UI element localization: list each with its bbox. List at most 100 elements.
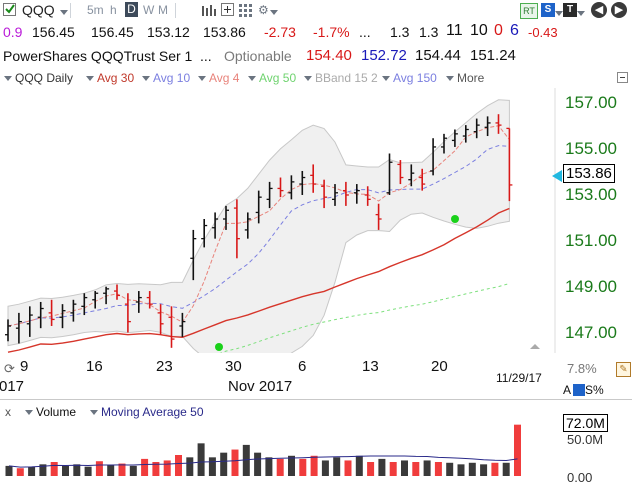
price-chart[interactable]: [0, 88, 632, 353]
volume-axis-label: 50.0M: [567, 432, 604, 447]
date-tick: 16: [86, 358, 103, 375]
price-bar: [353, 184, 360, 204]
checkbox-icon[interactable]: [3, 3, 17, 20]
indicator-label: Avg 10: [153, 71, 191, 85]
volume-chart[interactable]: [0, 420, 555, 491]
indicator-avg-4[interactable]: Avg 4: [198, 71, 239, 85]
interval-5m[interactable]: 5m: [87, 3, 104, 17]
price-bar: [386, 153, 393, 195]
indicator-avg-30[interactable]: Avg 30: [86, 71, 134, 85]
interval-m[interactable]: M: [158, 3, 168, 17]
s-dropdown-icon[interactable]: [555, 5, 566, 20]
price-bar: [321, 179, 328, 209]
t-icon[interactable]: T: [563, 3, 577, 17]
price-bar: [92, 291, 99, 309]
interval-h[interactable]: h: [110, 3, 117, 17]
edit-icon[interactable]: ✎: [616, 362, 631, 377]
info-price-4: 151.24: [470, 47, 516, 64]
info-price-2: 152.72: [361, 47, 407, 64]
price-bar: [59, 304, 66, 329]
grid-icon[interactable]: [239, 4, 252, 20]
volume-bar: [333, 457, 341, 476]
price-bar: [190, 229, 197, 281]
quote-value-5: 0: [494, 22, 503, 39]
indicator-qqq-daily[interactable]: QQQ Daily: [4, 71, 73, 85]
settings-icon[interactable]: ⚙: [258, 3, 269, 17]
price-bar: [15, 312, 22, 344]
indicator-avg-10[interactable]: Avg 10: [142, 71, 190, 85]
price-bar: [506, 127, 513, 202]
scroll-up-icon[interactable]: [530, 344, 540, 349]
quote-dots: ...: [359, 24, 371, 40]
indicator-avg-150[interactable]: Avg 150: [382, 71, 437, 85]
quote-change-pct: -1.7%: [313, 24, 350, 40]
price-bar: [408, 164, 415, 187]
quote-close: 153.86: [203, 24, 246, 40]
last-price-marker: [552, 170, 562, 182]
indicator-label: QQQ Daily: [15, 71, 74, 85]
chart-type-icon[interactable]: [201, 4, 217, 20]
s-icon[interactable]: S: [541, 3, 555, 17]
symbol-dropdown-icon[interactable]: [60, 4, 71, 19]
price-bar: [168, 306, 175, 348]
price-bar: [233, 199, 240, 259]
price-bar: [124, 293, 131, 333]
bollinger-band-area: [7, 99, 510, 353]
price-label-147: 147.00: [565, 323, 617, 342]
close-volume-icon[interactable]: x: [5, 405, 11, 419]
price-bar: [5, 319, 11, 342]
volume-bar: [186, 457, 194, 476]
volume-bar: [401, 460, 408, 476]
price-bar: [103, 286, 110, 305]
price-bar: [473, 118, 480, 139]
volume-bar: [208, 457, 216, 476]
symbol-input[interactable]: QQQ: [22, 2, 55, 18]
rt-icon[interactable]: RT: [520, 3, 538, 19]
volume-bar: [118, 463, 126, 476]
price-bar: [375, 203, 382, 230]
volume-bar: [62, 465, 69, 476]
year-fragment: 017: [0, 378, 25, 395]
price-bar: [223, 205, 229, 230]
volume-bar: [152, 462, 160, 476]
price-bar: [451, 129, 458, 147]
price-bar: [26, 306, 33, 337]
volume-bar: [378, 458, 386, 476]
interval-w[interactable]: W: [143, 3, 155, 17]
volume-header: x Volume Moving Average 50: [0, 401, 555, 421]
price-bar: [430, 138, 437, 176]
volume-bar: [446, 462, 454, 476]
back-icon[interactable]: ◀: [591, 2, 607, 18]
zoom-icon[interactable]: [221, 3, 235, 20]
volume-ma-label: Moving Average 50: [101, 405, 204, 419]
avg-30-line: [7, 207, 510, 353]
price-bar: [135, 291, 142, 313]
refresh-icon[interactable]: ⟳: [4, 361, 15, 376]
volume-indicator[interactable]: Volume: [25, 405, 76, 419]
settings-dropdown-icon[interactable]: [270, 4, 281, 19]
forward-icon[interactable]: ▶: [611, 2, 627, 18]
price-bar: [157, 304, 164, 335]
price-bar: [48, 299, 55, 326]
quote-value-3: 11: [446, 22, 463, 39]
indicator-avg-50[interactable]: Avg 50: [248, 71, 296, 85]
interval-d[interactable]: D: [125, 2, 138, 17]
price-bar: [462, 125, 469, 143]
a-label[interactable]: A: [563, 383, 572, 397]
quote-high: 156.45: [91, 24, 134, 40]
volume-bar: [16, 468, 24, 476]
indicator-bband[interactable]: BBand 15 2: [304, 71, 378, 85]
indicator-label: Avg 30: [97, 71, 135, 85]
volume-bar: [310, 455, 318, 476]
avg-150-line: [7, 145, 510, 327]
a-checkbox-icon[interactable]: [573, 384, 585, 396]
volume-bar: [220, 452, 228, 476]
s-pct-label[interactable]: S%: [585, 383, 604, 397]
indicator-more[interactable]: More: [446, 71, 484, 85]
collapse-icon[interactable]: [617, 72, 629, 87]
price-bars: [5, 114, 513, 348]
quote-value-0: 0.9: [3, 24, 23, 40]
info-price-3: 154.44: [415, 47, 461, 64]
t-dropdown-icon[interactable]: [577, 5, 588, 20]
volume-ma-indicator[interactable]: Moving Average 50: [90, 405, 204, 419]
